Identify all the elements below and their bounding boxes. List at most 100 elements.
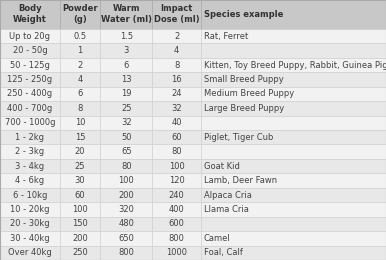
Bar [201, 145, 386, 159]
Text: 200: 200 [72, 234, 88, 243]
Text: 0.5: 0.5 [73, 32, 87, 41]
Text: 4: 4 [78, 75, 83, 84]
Bar [60, 58, 100, 72]
Bar [0, 115, 60, 130]
Bar [201, 245, 386, 260]
Bar [152, 29, 201, 43]
Bar [100, 145, 152, 159]
Bar [100, 115, 152, 130]
Text: 60: 60 [75, 191, 85, 199]
Bar [152, 159, 201, 173]
Text: Lamb, Deer Fawn: Lamb, Deer Fawn [204, 176, 277, 185]
Text: 60: 60 [171, 133, 182, 142]
Text: 2: 2 [174, 32, 179, 41]
Text: 65: 65 [121, 147, 132, 156]
Text: 150: 150 [72, 219, 88, 228]
Bar [0, 29, 60, 43]
Bar [60, 115, 100, 130]
Bar [100, 217, 152, 231]
Text: 240: 240 [169, 191, 185, 199]
Text: 125 - 250g: 125 - 250g [7, 75, 52, 84]
Bar [201, 130, 386, 145]
Bar [60, 145, 100, 159]
Text: Camel: Camel [204, 234, 230, 243]
Text: 50: 50 [121, 133, 132, 142]
Bar [100, 130, 152, 145]
Bar [152, 173, 201, 188]
Text: 8: 8 [78, 104, 83, 113]
Text: 3: 3 [124, 46, 129, 55]
Bar [0, 217, 60, 231]
Text: 25: 25 [121, 104, 132, 113]
Bar [60, 159, 100, 173]
Bar [201, 188, 386, 202]
Text: Medium Breed Puppy: Medium Breed Puppy [204, 89, 294, 98]
Text: 4: 4 [174, 46, 179, 55]
Text: Piglet, Tiger Cub: Piglet, Tiger Cub [204, 133, 273, 142]
Text: Llama Cria: Llama Cria [204, 205, 249, 214]
Bar [60, 0, 100, 29]
Bar [60, 188, 100, 202]
Text: Goat Kid: Goat Kid [204, 162, 240, 171]
Bar [201, 43, 386, 58]
Text: Foal, Calf: Foal, Calf [204, 248, 243, 257]
Bar [60, 173, 100, 188]
Bar [152, 188, 201, 202]
Text: 40: 40 [171, 118, 182, 127]
Text: Species example: Species example [204, 10, 283, 19]
Bar [100, 0, 152, 29]
Bar [100, 29, 152, 43]
Text: 50 - 125g: 50 - 125g [10, 61, 50, 69]
Text: 200: 200 [119, 191, 134, 199]
Text: 32: 32 [171, 104, 182, 113]
Bar [100, 101, 152, 115]
Bar [100, 231, 152, 245]
Bar [100, 43, 152, 58]
Bar [0, 58, 60, 72]
Bar [152, 101, 201, 115]
Text: 400: 400 [169, 205, 185, 214]
Bar [0, 159, 60, 173]
Text: Over 40kg: Over 40kg [8, 248, 52, 257]
Bar [100, 159, 152, 173]
Text: 3 - 4kg: 3 - 4kg [15, 162, 44, 171]
Text: 100: 100 [72, 205, 88, 214]
Text: 800: 800 [119, 248, 134, 257]
Bar [100, 245, 152, 260]
Bar [201, 159, 386, 173]
Text: 100: 100 [169, 162, 185, 171]
Bar [201, 101, 386, 115]
Text: 250: 250 [72, 248, 88, 257]
Bar [60, 87, 100, 101]
Bar [152, 217, 201, 231]
Bar [152, 115, 201, 130]
Bar [100, 173, 152, 188]
Bar [60, 43, 100, 58]
Text: 30 - 40kg: 30 - 40kg [10, 234, 50, 243]
Text: 20: 20 [75, 147, 85, 156]
Bar [0, 145, 60, 159]
Bar [0, 231, 60, 245]
Text: 2 - 3kg: 2 - 3kg [15, 147, 44, 156]
Bar [100, 72, 152, 87]
Bar [201, 0, 386, 29]
Text: 120: 120 [169, 176, 185, 185]
Bar [201, 29, 386, 43]
Bar [0, 101, 60, 115]
Bar [152, 202, 201, 217]
Bar [0, 87, 60, 101]
Text: 80: 80 [121, 162, 132, 171]
Text: 1 - 2kg: 1 - 2kg [15, 133, 44, 142]
Text: 700 - 1000g: 700 - 1000g [5, 118, 55, 127]
Bar [152, 43, 201, 58]
Bar [152, 130, 201, 145]
Text: 650: 650 [119, 234, 134, 243]
Text: 20 - 50g: 20 - 50g [13, 46, 47, 55]
Text: 15: 15 [75, 133, 85, 142]
Bar [0, 188, 60, 202]
Text: 1000: 1000 [166, 248, 187, 257]
Text: Body
Weight: Body Weight [13, 4, 47, 24]
Bar [201, 58, 386, 72]
Text: Powder
(g): Powder (g) [62, 4, 98, 24]
Text: 10 - 20kg: 10 - 20kg [10, 205, 50, 214]
